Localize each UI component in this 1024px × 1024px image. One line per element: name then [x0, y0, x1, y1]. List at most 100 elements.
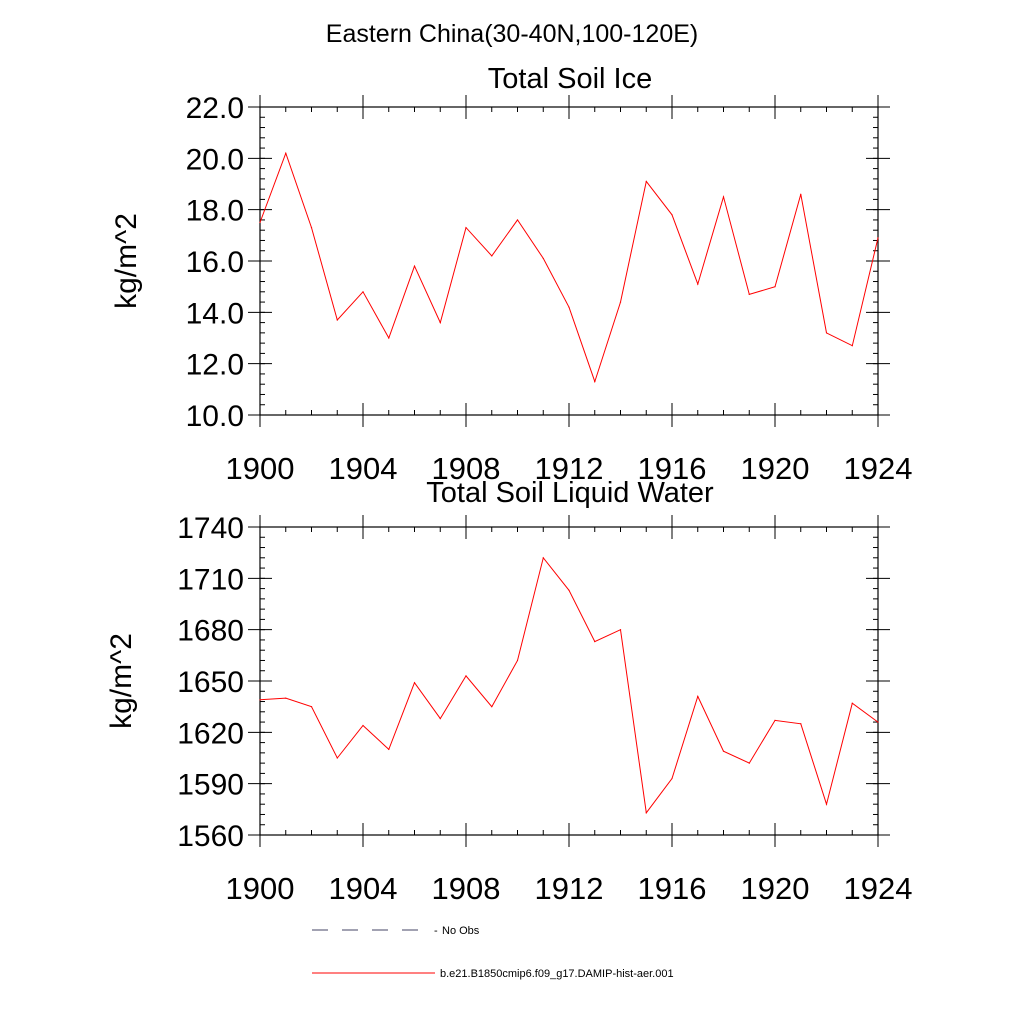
y-tick-label: 1560 — [177, 820, 244, 853]
data-point — [568, 306, 570, 308]
data-point — [413, 265, 416, 267]
data-point — [697, 695, 699, 698]
data-point — [800, 193, 802, 195]
data-point — [594, 381, 596, 383]
x-tick-label: 1900 — [226, 451, 295, 486]
series-line — [259, 151, 879, 384]
data-point — [722, 750, 725, 752]
data-point — [825, 803, 828, 805]
data-point — [285, 697, 287, 699]
data-point — [774, 719, 776, 721]
legend-label-model: b.e21.B1850cmip6.f09_g17.DAMIP-hist-aer.… — [440, 968, 674, 980]
data-point — [362, 724, 364, 727]
data-point — [491, 706, 493, 708]
data-point — [542, 257, 544, 260]
y-axis-label-soil-liquid-water: kg/m^2 — [105, 633, 138, 729]
y-tick-label: 1590 — [177, 769, 244, 802]
data-point — [697, 283, 699, 285]
x-tick-labels-soil-ice: 1900 1904 1908 1912 1916 1920 1924 — [226, 451, 913, 486]
y-tick-label: 16.0 — [186, 246, 244, 279]
data-point — [413, 682, 416, 684]
x-tick-label: 1912 — [535, 871, 604, 906]
data-point — [619, 629, 622, 631]
y-tick-label: 1650 — [177, 666, 244, 699]
data-point — [748, 762, 750, 764]
panel-total-soil-ice: Total Soil Ice kg/m^2 1900 1904 1908 1912 19… — [110, 63, 912, 486]
data-point — [748, 293, 750, 295]
series-lines-soil-ice — [259, 151, 879, 384]
data-point — [645, 812, 647, 814]
y-axis-label-soil-ice: kg/m^2 — [110, 213, 143, 309]
x-tick-label: 1916 — [638, 871, 707, 906]
y-tick-label: 1680 — [177, 615, 244, 648]
series-lines-soil-liquid-water — [259, 556, 879, 815]
data-point — [439, 718, 441, 720]
y-tick-label: 14.0 — [186, 297, 244, 330]
data-point — [259, 221, 261, 224]
data-point — [851, 702, 853, 704]
data-point — [388, 337, 390, 339]
y-tick-label: 12.0 — [186, 349, 244, 382]
x-tick-label: 1916 — [638, 451, 707, 486]
y-tick-labels-soil-liquid-water: 1560 1590 1620 1650 1680 1710 1740 — [177, 512, 244, 853]
data-point — [568, 589, 570, 591]
data-point — [825, 332, 828, 334]
panel-total-soil-liquid-water: Total Soil Liquid Water kg/m^2 1900 1904 1… — [105, 477, 912, 906]
data-point — [722, 196, 725, 198]
x-tick-label: 1900 — [226, 871, 295, 906]
ticks-soil-liquid-water — [248, 515, 890, 847]
y-tick-labels-soil-ice: 10.0 12.0 14.0 16.0 18.0 20.0 22.0 — [186, 92, 244, 433]
x-tick-label: 1908 — [432, 451, 501, 486]
data-point — [388, 748, 390, 751]
legend: No Obs - b.e21.B1850cmip6.f09_g17.DAMIP-… — [312, 925, 674, 980]
x-tick-label: 1924 — [844, 451, 913, 486]
legend-dash-no-obs: - — [434, 925, 438, 937]
data-point — [465, 675, 467, 677]
y-tick-label: 10.0 — [186, 400, 244, 433]
x-tick-label: 1924 — [844, 871, 913, 906]
data-point — [362, 291, 364, 293]
panel-title-soil-liquid-water: Total Soil Liquid Water — [426, 477, 714, 509]
series-line — [259, 556, 879, 815]
data-point — [877, 237, 879, 239]
y-tick-label: 18.0 — [186, 195, 244, 228]
y-tick-label: 1620 — [177, 717, 244, 750]
data-point — [259, 699, 261, 701]
figure-title: Eastern China(30-40N,100-120E) — [326, 20, 698, 48]
data-point — [800, 723, 802, 725]
data-point — [516, 219, 519, 221]
data-point — [619, 301, 622, 303]
y-tick-label: 1740 — [177, 512, 244, 545]
panel-title-soil-ice: Total Soil Ice — [488, 63, 652, 95]
data-point — [491, 255, 493, 257]
data-point — [851, 345, 853, 347]
data-point — [516, 659, 519, 662]
data-point — [774, 286, 776, 288]
x-tick-label: 1904 — [329, 451, 398, 486]
data-point — [439, 322, 441, 324]
data-point — [465, 227, 467, 229]
data-point — [310, 227, 313, 229]
data-point — [671, 214, 673, 216]
ticks-soil-ice — [248, 95, 890, 427]
x-tick-labels-soil-liquid-water: 1900 1904 1908 1912 1916 1920 1924 — [226, 871, 913, 906]
data-point — [285, 152, 287, 154]
data-point — [336, 319, 338, 321]
x-tick-label: 1920 — [741, 871, 810, 906]
data-point — [310, 706, 313, 708]
data-point — [542, 557, 544, 559]
data-point — [336, 757, 338, 759]
x-tick-label: 1904 — [329, 871, 398, 906]
x-tick-label: 1912 — [535, 451, 604, 486]
plot-frame-soil-ice — [259, 106, 879, 416]
y-tick-label: 1710 — [177, 563, 244, 596]
x-tick-label: 1920 — [741, 451, 810, 486]
data-point — [877, 721, 879, 723]
plot-frame-soil-liquid-water — [259, 526, 879, 836]
y-tick-label: 20.0 — [186, 143, 244, 176]
y-tick-label: 22.0 — [186, 92, 244, 125]
data-point — [594, 641, 596, 643]
data-point — [671, 777, 673, 780]
x-tick-label: 1908 — [432, 871, 501, 906]
